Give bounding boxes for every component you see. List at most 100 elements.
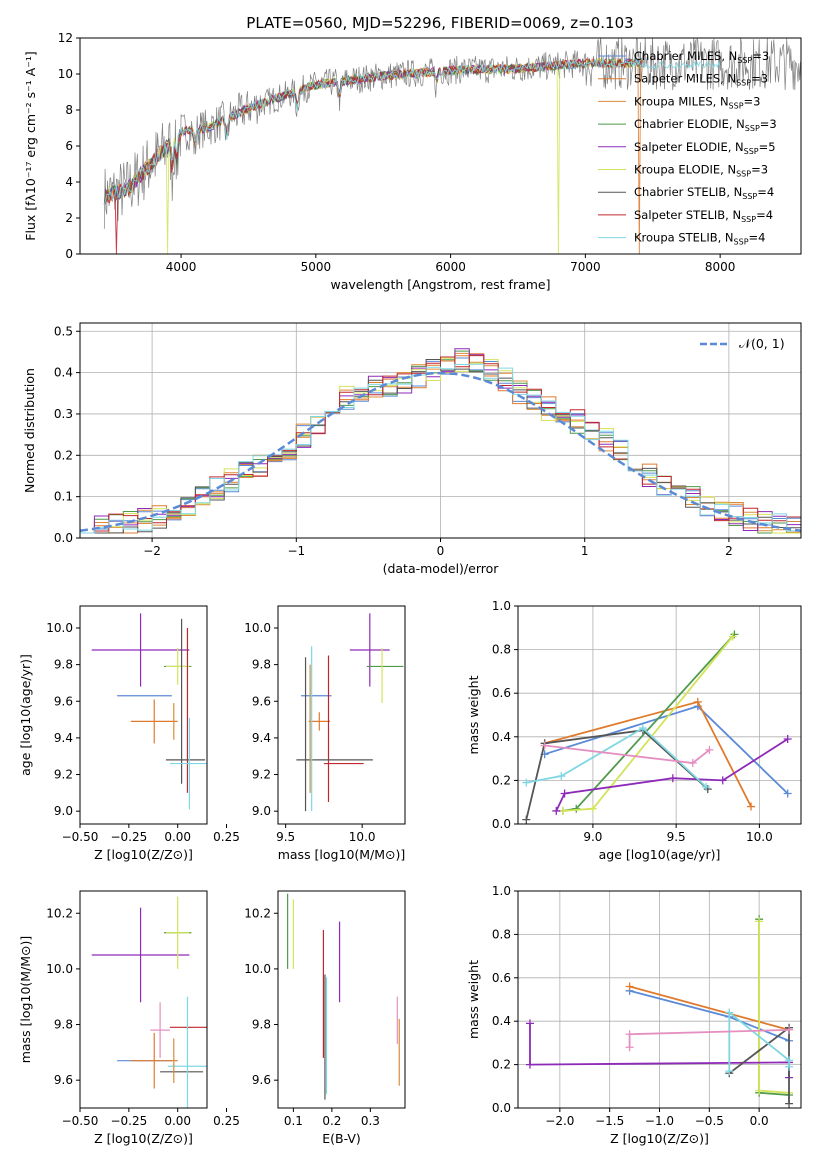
y-tick-label: 0.0 bbox=[54, 531, 73, 545]
y-tick-label: 10 bbox=[58, 67, 73, 81]
x-tick-label: −0.50 bbox=[62, 1114, 99, 1128]
x-tick-label: 0.25 bbox=[213, 1114, 240, 1128]
weight-z-line bbox=[758, 921, 790, 1094]
weight-z-point bbox=[785, 1025, 794, 1034]
x-tick-label: 0.2 bbox=[322, 1114, 341, 1128]
x-tick-label: 0 bbox=[437, 544, 445, 558]
plot-residuals: −2 −1 0 1 2 0.0 0.1 0.2 0.3 0.4 0.5 (data-model)/er… bbox=[22, 322, 802, 576]
y-tick-label: 2 bbox=[65, 211, 73, 225]
x-tick-label: −0.50 bbox=[62, 830, 99, 844]
y-tick-label: 9.2 bbox=[54, 768, 73, 782]
legend-subscript: SSP bbox=[742, 192, 757, 201]
x-axis-label: Z [log10(Z/Z⊙)] bbox=[94, 847, 193, 862]
weight-age-point bbox=[747, 802, 756, 811]
x-tick-label: −1.5 bbox=[595, 1114, 624, 1128]
figure-title: PLATE=0560, MJD=52296, FIBERID=0069, z=0… bbox=[246, 14, 633, 32]
legend-label: Chabrier MILES, NSSP=3 bbox=[634, 49, 769, 65]
y-tick-label: 9.6 bbox=[54, 1073, 73, 1087]
legend-label: Kroupa STELIB, NSSP=4 bbox=[634, 231, 765, 247]
legend-label: Kroupa ELODIE, NSSP=3 bbox=[634, 163, 768, 179]
y-tick-label: 0.0 bbox=[492, 817, 511, 831]
plot-weight_vs_Z: −2.0 −1.5 −1.0 −0.5 0.0 0.0 0.2 0.4 0.6 0.8 1.0 Z [… bbox=[466, 884, 802, 1146]
y-axis-label: Normed distribution bbox=[22, 368, 37, 493]
y-axis-label: mass [log10(M/M⊙)] bbox=[18, 936, 33, 1064]
plot-area-residuals bbox=[80, 348, 801, 538]
y-tick-label: 0.2 bbox=[492, 773, 511, 787]
weight-z-line bbox=[629, 985, 790, 1031]
weight-age-point bbox=[588, 804, 597, 813]
weight-age-point bbox=[718, 776, 727, 785]
y-tick-label: 12 bbox=[58, 31, 73, 45]
axes-frame bbox=[277, 890, 406, 1109]
y-tick-label: 9.2 bbox=[252, 768, 271, 782]
x-tick-label: 6000 bbox=[435, 260, 466, 274]
x-tick-label: 0.3 bbox=[361, 1114, 380, 1128]
y-tick-label: 6 bbox=[65, 139, 73, 153]
legend-spectrum: Chabrier MILES, NSSP=3 Salpeter MILES, NS… bbox=[598, 49, 777, 247]
plot-mass_vs_Z: −0.50 −0.25 0.00 0.25 9.6 9.8 10.0 10.2 Z [log10… bbox=[18, 890, 240, 1146]
legend-value: =3 bbox=[760, 117, 777, 131]
legend-label: Salpeter MILES, NSSP=3 bbox=[634, 72, 768, 88]
y-tick-label: 9.6 bbox=[54, 694, 73, 708]
y-tick-label: 9.8 bbox=[252, 658, 271, 672]
y-axis-label: age [log10(age/yr)] bbox=[18, 654, 33, 776]
legend-subscript: SSP bbox=[744, 147, 759, 156]
axes-frame bbox=[277, 605, 406, 825]
weight-age-point bbox=[522, 778, 531, 787]
weight-z-point bbox=[725, 1008, 734, 1017]
weight-z-point bbox=[625, 1030, 634, 1039]
x-tick-label: 0.1 bbox=[284, 1114, 303, 1128]
plot-area-weight_vs_age bbox=[522, 630, 792, 824]
legend-label: Chabrier STELIB, NSSP=4 bbox=[634, 185, 774, 201]
y-tick-label: 10.0 bbox=[46, 621, 73, 635]
x-tick-label: −1.0 bbox=[645, 1114, 674, 1128]
legend-value: =5 bbox=[759, 140, 776, 154]
weight-age-point bbox=[702, 782, 711, 791]
weight-z-point bbox=[755, 917, 764, 926]
y-tick-label: 0 bbox=[65, 247, 73, 261]
x-tick-label: 9.0 bbox=[583, 830, 602, 844]
legend-subscript: SSP bbox=[737, 56, 752, 65]
x-tick-label: 10.0 bbox=[349, 830, 376, 844]
y-tick-label: 10.0 bbox=[46, 962, 73, 976]
weight-age-line bbox=[562, 635, 734, 812]
y-tick-label: 10.0 bbox=[244, 962, 271, 976]
x-tick-label: 9.5 bbox=[276, 830, 295, 844]
x-tick-label: −2 bbox=[143, 544, 161, 558]
x-tick-label: 10.0 bbox=[746, 830, 773, 844]
x-tick-label: −1 bbox=[287, 544, 305, 558]
weight-age-point bbox=[572, 804, 581, 813]
y-tick-label: 0.4 bbox=[492, 730, 511, 744]
axes-frame bbox=[517, 605, 802, 825]
y-tick-label: 0.8 bbox=[492, 643, 511, 657]
y-tick-label: 10.2 bbox=[46, 906, 73, 920]
y-tick-label: 1.0 bbox=[492, 884, 511, 898]
plot-age_vs_Z: −0.50 −0.25 0.00 0.25 9.0 9.2 9.4 9.6 9.8 10.0 Z [… bbox=[18, 605, 240, 862]
weight-z-point bbox=[785, 1062, 794, 1071]
x-tick-label: 0.00 bbox=[164, 1114, 191, 1128]
weight-age-point bbox=[638, 724, 647, 733]
axes-frame bbox=[79, 890, 208, 1109]
legend-label: Kroupa MILES, NSSP=3 bbox=[634, 94, 760, 110]
y-tick-label: 9.6 bbox=[252, 694, 271, 708]
plot-area-age_vs_Z bbox=[91, 613, 207, 810]
legend-value: =3 bbox=[751, 72, 768, 86]
legend-value: =3 bbox=[752, 49, 769, 63]
x-tick-label: 4000 bbox=[166, 260, 197, 274]
y-tick-label: 9.4 bbox=[252, 731, 271, 745]
x-tick-label: 1 bbox=[581, 544, 589, 558]
legend-label: 𝒩(0, 1) bbox=[739, 336, 785, 351]
legend-label: Salpeter ELODIE, NSSP=5 bbox=[634, 140, 776, 156]
x-tick-label: 0.00 bbox=[164, 830, 191, 844]
y-tick-label: 10.2 bbox=[244, 906, 271, 920]
y-axis-label: mass weight bbox=[466, 960, 481, 1039]
weight-z-point bbox=[785, 1099, 794, 1108]
plot-area-weight_vs_Z bbox=[525, 915, 794, 1108]
spectrum-model-6 bbox=[103, 57, 643, 254]
x-tick-label: 9.5 bbox=[667, 830, 686, 844]
x-axis-label: age [log10(age/yr)] bbox=[599, 847, 721, 862]
legend-subscript: SSP bbox=[745, 124, 760, 133]
weight-age-point bbox=[728, 632, 737, 641]
legend-subscript: SSP bbox=[729, 101, 744, 110]
